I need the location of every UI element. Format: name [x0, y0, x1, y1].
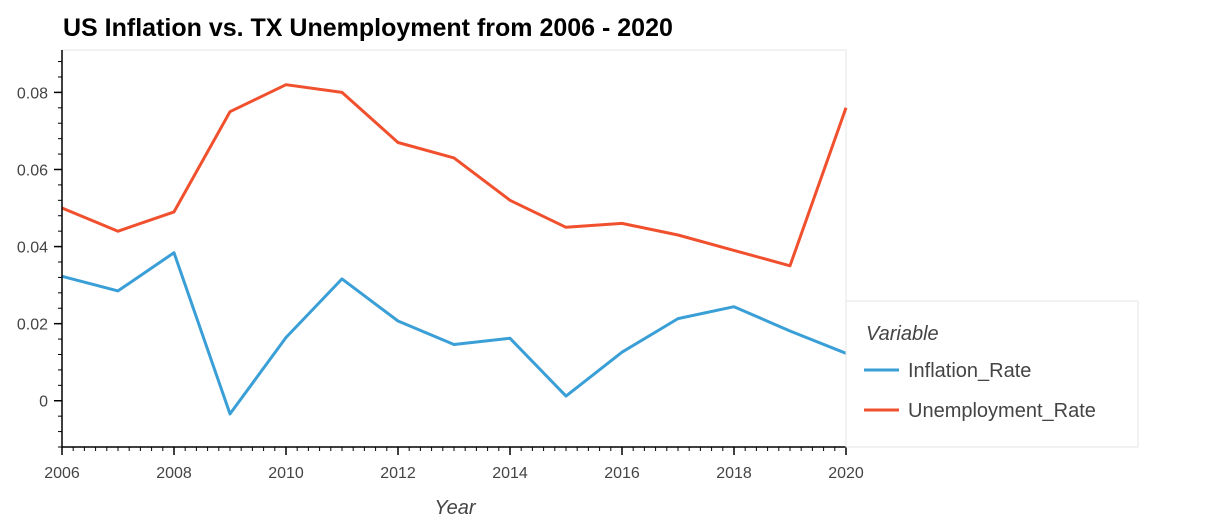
y-tick-label: 0.08	[17, 85, 48, 102]
x-tick-label: 2010	[268, 465, 304, 482]
legend-box	[845, 300, 1139, 448]
x-tick-label: 2016	[604, 465, 640, 482]
chart-title: US Inflation vs. TX Unemployment from 20…	[63, 14, 673, 42]
x-axis: 2006 2008 2010 2012 2014 2016 2018 2020	[44, 446, 864, 482]
x-tick-label: 2012	[380, 465, 416, 482]
series-line-unemployment-rate	[61, 83, 848, 268]
x-tick-label: 2008	[156, 465, 192, 482]
y-axis: 0 0.02 0.04 0.06 0.08	[17, 50, 63, 448]
legend-label: Unemployment_Rate	[908, 400, 1096, 422]
x-tick-label: 2006	[44, 465, 80, 482]
x-axis-label: Year	[434, 497, 476, 519]
legend-title: Variable	[866, 323, 939, 345]
y-tick-label: 0.04	[17, 240, 48, 257]
legend-label: Inflation_Rate	[908, 360, 1031, 382]
legend: Variable Inflation_Rate Unemployment_Rate	[845, 300, 1139, 448]
x-tick-label: 2018	[716, 465, 752, 482]
x-tick-label: 2014	[492, 465, 528, 482]
y-tick-label: 0.02	[17, 317, 48, 334]
series-line-inflation-rate	[61, 251, 847, 416]
x-tick-label: 2020	[828, 465, 864, 482]
series-layer	[61, 83, 848, 416]
y-tick-label: 0	[39, 394, 48, 411]
y-tick-label: 0.06	[17, 162, 48, 179]
plot-area	[61, 49, 847, 448]
